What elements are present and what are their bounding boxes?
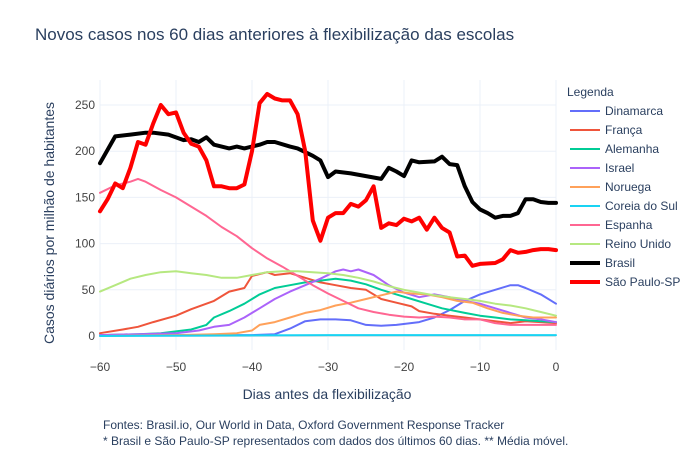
series-line-espanha — [99, 177, 557, 326]
legend-label: Reino Unido — [605, 237, 671, 251]
x-tick-label: −40 — [242, 360, 263, 374]
legend-label: Israel — [605, 161, 634, 175]
series-line-israel — [99, 268, 557, 337]
legend-label: Brasil — [605, 256, 635, 270]
legend-label: Alemanha — [605, 142, 659, 156]
legend-item[interactable]: Alemanha — [570, 142, 659, 156]
y-tick-label: 250 — [75, 98, 95, 112]
legend-item[interactable]: França — [570, 123, 643, 137]
legend-item[interactable]: Israel — [570, 161, 634, 175]
series-line-brasil — [98, 130, 558, 220]
series-line-dinamarca — [99, 284, 557, 337]
x-tick-label: −10 — [470, 360, 491, 374]
legend-label: Noruega — [605, 180, 651, 194]
footnote-note: * Brasil e São Paulo-SP representados co… — [103, 434, 568, 448]
legend-label: São Paulo-SP — [605, 275, 680, 289]
y-tick-label: 100 — [75, 237, 95, 251]
series-group — [98, 91, 558, 337]
y-axis-title: Casos diários por milhão de habitantes — [41, 102, 57, 344]
x-tick-label: −60 — [90, 360, 111, 374]
legend[interactable]: Dinamarca França Alemanha Israel Noruega Core… — [570, 104, 680, 289]
footnote-sources: Fontes: Brasil.io, Our World in Data, Ox… — [103, 418, 504, 432]
legend-item[interactable]: Noruega — [570, 180, 651, 194]
legend-item[interactable]: Espanha — [570, 218, 653, 232]
x-axis-title: Dias antes da flexibilização — [243, 386, 412, 402]
y-tick-label: 0 — [88, 329, 95, 343]
y-tick-label: 50 — [82, 283, 96, 297]
series-line-coreia-do-sul — [99, 334, 557, 337]
x-tick-label: −20 — [394, 360, 415, 374]
legend-item[interactable]: Coreia do Sul — [570, 199, 678, 213]
legend-item[interactable]: Dinamarca — [570, 104, 663, 118]
y-tick-label: 150 — [75, 190, 95, 204]
series-line-s-o-paulo-sp — [98, 91, 558, 268]
x-axis-ticks: −60 −50 −40 −30 −20 −10 0 — [90, 360, 560, 374]
legend-item[interactable]: Reino Unido — [570, 237, 671, 251]
chart-title: Novos casos nos 60 dias anteriores à fle… — [35, 25, 514, 44]
legend-label: Coreia do Sul — [605, 199, 678, 213]
legend-label: Espanha — [605, 218, 653, 232]
legend-label: Dinamarca — [605, 104, 663, 118]
y-axis-ticks: 0 50 100 150 200 250 — [75, 98, 95, 343]
series-line-alemanha — [99, 277, 557, 337]
legend-label: França — [605, 123, 643, 137]
x-tick-label: −50 — [166, 360, 187, 374]
x-tick-label: −30 — [318, 360, 339, 374]
y-tick-label: 200 — [75, 144, 95, 158]
x-tick-label: 0 — [553, 360, 560, 374]
legend-title: Legenda — [567, 85, 614, 99]
legend-item[interactable]: São Paulo-SP — [570, 275, 680, 289]
series-line-reino-unido — [99, 270, 557, 317]
legend-item[interactable]: Brasil — [570, 256, 635, 270]
grid — [99, 80, 557, 350]
series-line-noruega — [99, 290, 557, 337]
